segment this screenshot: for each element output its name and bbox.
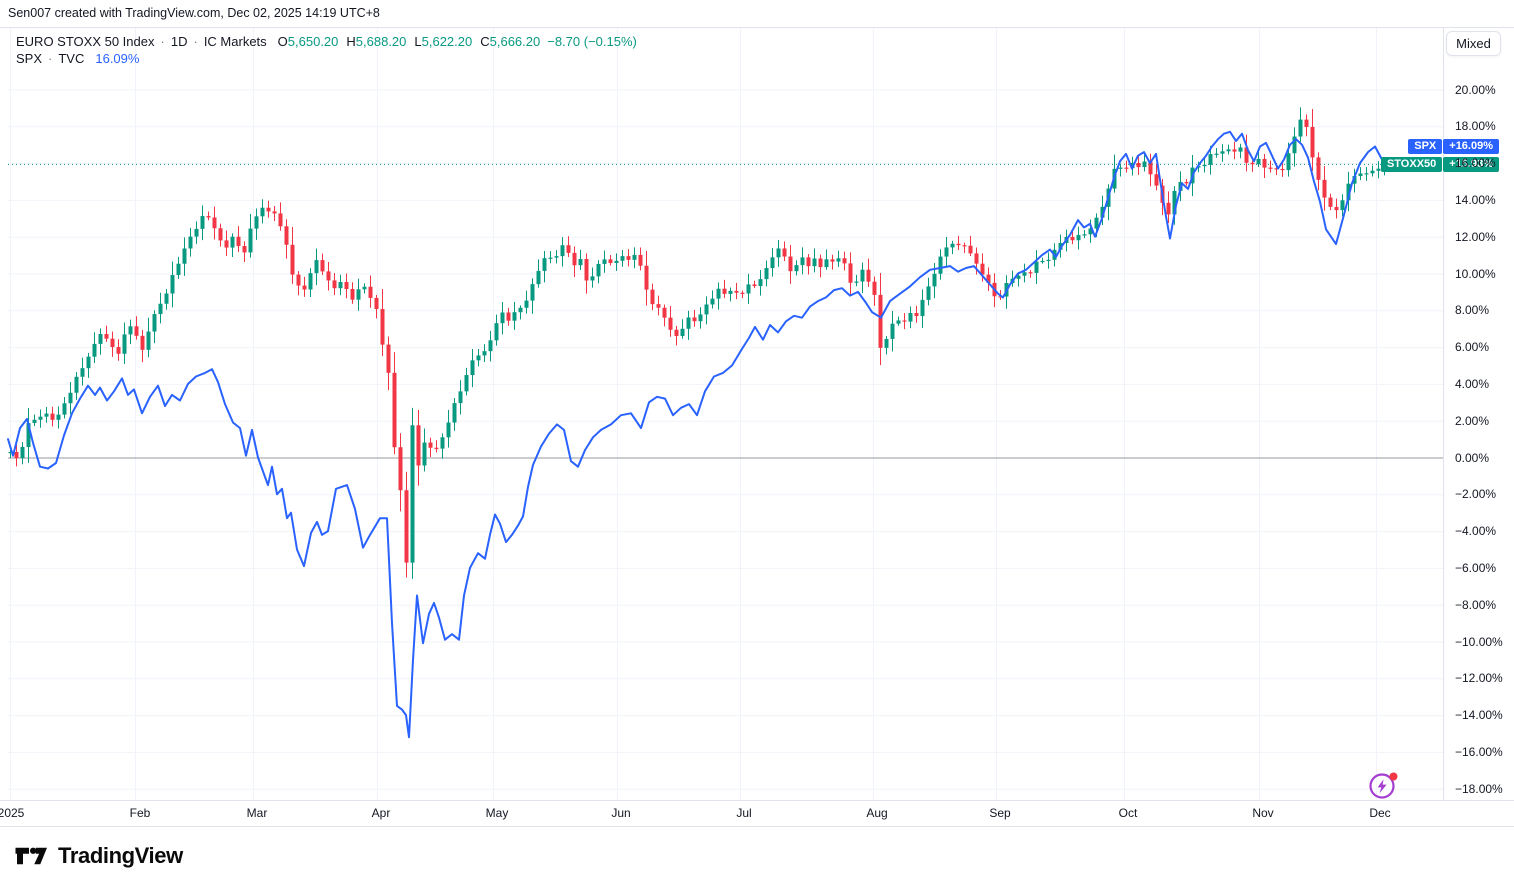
y-axis-tick-label: 8.00% xyxy=(1455,303,1490,318)
y-axis-tick-label: −14.00% xyxy=(1455,708,1503,723)
tradingview-logo[interactable]: TradingView xyxy=(14,841,183,871)
x-axis-tick-label: Oct xyxy=(1118,806,1138,820)
legend-separator: · xyxy=(48,51,53,66)
y-axis-tick-label: −4.00% xyxy=(1455,524,1497,539)
tradingview-logo-icon xyxy=(15,847,47,865)
source-label: TVC xyxy=(58,51,85,66)
close-value: C 5,666.20 xyxy=(480,34,541,49)
watermark-text: Sen007 created with TradingView.com, Dec… xyxy=(8,6,380,20)
y-axis-tick-label: 6.00% xyxy=(1455,340,1490,355)
y-axis-tick-label: 20.00% xyxy=(1455,82,1496,97)
y-axis-tick-label: 10.00% xyxy=(1455,266,1496,281)
y-axis-tick-label: 14.00% xyxy=(1455,192,1496,207)
symbol-title: EURO STOXX 50 Index xyxy=(16,34,155,49)
legend-separator: · xyxy=(193,34,198,49)
y-axis-tick-label: −2.00% xyxy=(1455,487,1497,502)
x-axis-tick-label: Aug xyxy=(866,806,888,820)
x-axis-tick-label: 2025 xyxy=(0,806,25,820)
x-axis-tick-label: Feb xyxy=(129,806,151,820)
price-label-symbol: STOXX50 xyxy=(1380,156,1443,172)
price-scale-mode-button[interactable]: Mixed xyxy=(1446,31,1501,56)
y-axis-tick-label: −16.00% xyxy=(1455,744,1503,759)
x-axis-tick-label: May xyxy=(485,806,509,820)
y-axis-tick-label: −6.00% xyxy=(1455,560,1497,575)
price-label-value: +15.93% xyxy=(1443,156,1499,172)
open-value: O 5,650.20 xyxy=(277,34,339,49)
symbol-title: SPX xyxy=(16,51,43,66)
tradingview-logo-text: TradingView xyxy=(58,843,183,868)
price-label-stoxx50: STOXX50 +15.93% xyxy=(1380,156,1499,172)
price-label-symbol: SPX xyxy=(1408,138,1443,154)
x-axis-tick-label: Jul xyxy=(736,806,752,820)
x-axis-tick-label: Sep xyxy=(989,806,1011,820)
legend-separator: · xyxy=(160,34,165,49)
low-value: L 5,622.20 xyxy=(414,34,473,49)
y-axis-tick-label: 16.00% xyxy=(1455,156,1496,171)
y-axis-tick-label: 0.00% xyxy=(1455,450,1490,465)
y-axis-tick-label: 2.00% xyxy=(1455,413,1490,428)
x-axis-tick-label: Dec xyxy=(1369,806,1391,820)
x-axis-tick-label: Nov xyxy=(1252,806,1274,820)
y-axis-tick-label: −8.00% xyxy=(1455,597,1497,612)
x-axis-tick-label: Jun xyxy=(611,806,631,820)
interval-label[interactable]: 1D xyxy=(170,34,188,49)
y-axis-tick-label: 18.00% xyxy=(1455,119,1496,134)
y-axis-tick-label: −12.00% xyxy=(1455,671,1503,686)
broker-label: IC Markets xyxy=(203,34,267,49)
lightning-event-icon[interactable] xyxy=(1366,769,1402,803)
price-label-value: +16.09% xyxy=(1443,138,1499,154)
high-value: H 5,688.20 xyxy=(346,34,407,49)
y-axis-tick-label: 4.00% xyxy=(1455,376,1490,391)
y-axis-tick-label: 12.00% xyxy=(1455,229,1496,244)
y-axis-tick-label: −10.00% xyxy=(1455,634,1503,649)
ohlc-values: O 5,650.20 H 5,688.20 L 5,622.20 C 5,666.20 xyxy=(278,34,541,49)
change-value: −8.70 (−0.15%) xyxy=(547,34,637,49)
x-axis-tick-label: Apr xyxy=(371,806,391,820)
spx-percent-value: 16.09% xyxy=(95,51,140,66)
legend-row-spx[interactable]: SPX · TVC 16.09% xyxy=(16,50,637,67)
y-axis-tick-label: −18.00% xyxy=(1455,781,1503,796)
price-label-spx: SPX +16.09% xyxy=(1408,138,1499,154)
x-axis-tick-label: Mar xyxy=(246,806,268,820)
